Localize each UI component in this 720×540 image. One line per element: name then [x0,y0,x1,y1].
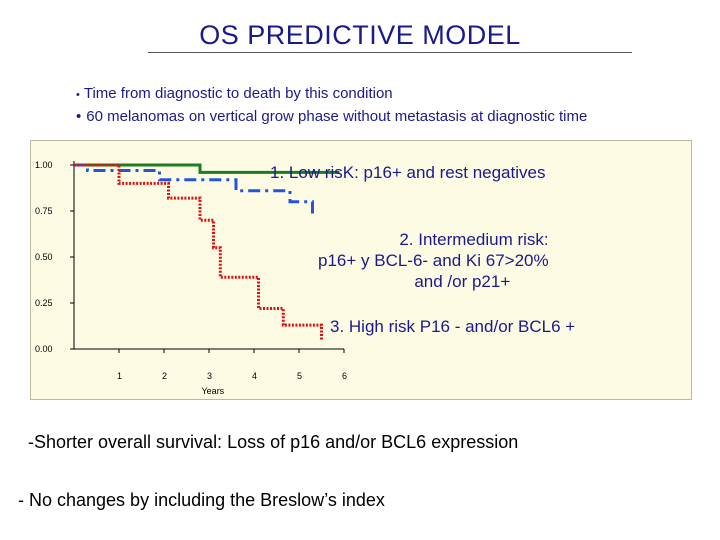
finding-breslow: - No changes by including the Breslow’s … [18,490,385,510]
x-tick-label: 3 [207,371,212,381]
y-tick-label: 1.00 [35,160,53,170]
x-tick-label: 5 [297,371,302,381]
series-line-1-low-risk [74,163,340,174]
survival-chart-svg: 0.00 0.25 0.50 0.75 1.00 1 2 3 4 5 6 Years [35,160,347,396]
y-tick-label: 0.75 [35,206,53,216]
x-axis-label: Years [202,386,225,396]
finding-survival: -Shorter overall survival: Loss of p16 a… [28,432,519,452]
x-tick-label: 4 [252,371,257,381]
intermediate-risk-annotation: 2. Intermedium risk: p16+ y BCL-6- and K… [318,229,549,292]
intermediate-risk-line-2: p16+ y BCL-6- and Ki 67>20% [318,251,549,270]
series-line-3-high-risk [74,163,323,340]
x-tick-label: 1 [117,371,122,381]
y-tick-label: 0.50 [35,252,53,262]
y-tick-label: 0.25 [35,298,53,308]
x-tick-label: 2 [162,371,167,381]
x-tick-label: 6 [342,371,347,381]
high-risk-annotation: 3. High risk P16 - and/or BCL6 + [330,317,576,336]
y-tick-label: 0.00 [35,344,53,354]
intermediate-risk-line-1: 2. Intermedium risk: [399,230,549,249]
bullet-list: Time from diagnostic to death by this co… [76,83,588,127]
survival-chart: 0.00 0.25 0.50 0.75 1.00 1 2 3 4 5 6 Years [30,140,692,400]
page-title: OS PREDICTIVE MODEL [199,20,521,50]
title-underline [148,52,632,53]
bullet-item: Time from diagnostic to death by this co… [76,83,587,106]
bullet-item: 60 melanomas on vertical grow phase with… [76,106,587,127]
series-line-2-intermedium-risk [74,163,314,219]
intermediate-risk-line-3: and /or p21+ [414,272,511,291]
low-risk-annotation: 1. Low risK: p16+ and rest negatives [270,163,546,182]
